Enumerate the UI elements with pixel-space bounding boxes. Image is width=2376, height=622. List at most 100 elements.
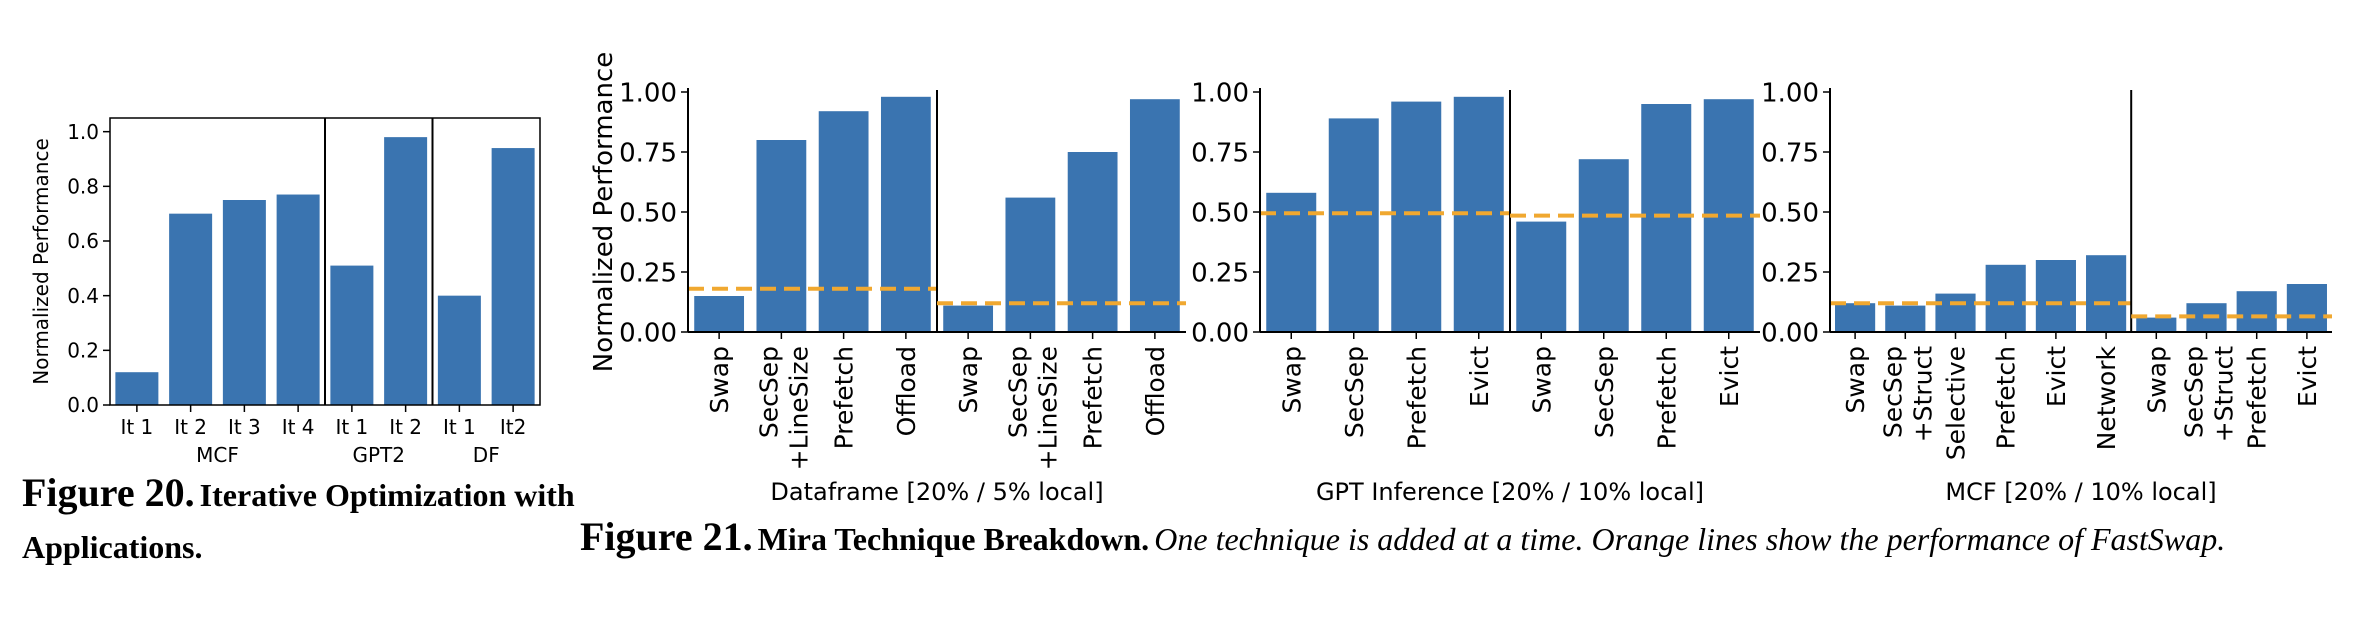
chart-df-category-label: Offload — [892, 346, 921, 436]
chart-mcf-category-line: Evict — [2042, 346, 2071, 407]
chart-mcf-bar — [2286, 284, 2327, 332]
chart-df-category-line: +LineSize — [1033, 346, 1062, 470]
chart-gpt-bar — [1641, 104, 1692, 332]
chart-fig20-category-label: It 2 — [389, 415, 422, 439]
chart-fig20-bar — [330, 265, 374, 405]
chart-df-ytick-label: 0.75 — [619, 138, 677, 168]
chart-mcf-category-label: Evict — [2042, 346, 2071, 407]
chart-df-bar — [943, 305, 994, 332]
chart-df-category-line: Offload — [1141, 346, 1170, 436]
chart-fig20-group-label: GPT2 — [353, 443, 406, 467]
chart-mcf-category-line: Prefetch — [2243, 346, 2272, 449]
chart-mcf-category-line: SecSep — [1878, 346, 1907, 438]
chart-fig20-bar — [222, 200, 266, 405]
chart-mcf-category-line: Network — [2092, 345, 2121, 450]
chart-mcf-ytick-label: 0.00 — [1761, 318, 1819, 348]
chart-mcf-category-label: Selective — [1942, 346, 1971, 460]
chart-mcf-bar — [2136, 317, 2177, 332]
chart-gpt-category-line: SecSep — [1340, 346, 1369, 438]
chart-mcf-category-line: SecSep — [2180, 346, 2209, 438]
chart-df-bar — [1129, 99, 1180, 332]
chart-mcf-ytick-label: 1.00 — [1761, 78, 1819, 108]
chart-gpt-ytick-label: 1.00 — [1191, 78, 1249, 108]
chart-df-ytick-label: 0.50 — [619, 198, 677, 228]
chart-df-category-line: Swap — [705, 346, 734, 414]
chart-fig20-category-label: It 2 — [174, 415, 207, 439]
chart-df-category-label: Swap — [705, 346, 734, 414]
chart-mcf-category-label: Network — [2092, 345, 2121, 450]
chart-fig20-ytick-label: 0.2 — [67, 339, 99, 363]
chart-mcf-category-label: SecSep+Struct — [1878, 346, 1937, 442]
chart-gpt-category-label: Swap — [1527, 346, 1556, 414]
chart-gpt-category-label: Evict — [1465, 346, 1494, 407]
chart-df-category-line: SecSep — [1003, 346, 1032, 438]
chart-df-bar — [694, 296, 745, 332]
chart-mcf-category-line: Evict — [2293, 346, 2322, 407]
figure-21-title: Mira Technique Breakdown. — [757, 521, 1150, 557]
chart-fig20-group-label: DF — [473, 443, 500, 467]
chart-df-xlabel: Dataframe [20% / 5% local] — [770, 478, 1103, 506]
chart-fig20-group-label: MCF — [196, 443, 239, 467]
chart-fig20-category-label: It 1 — [120, 415, 153, 439]
chart-gpt-bar — [1391, 101, 1442, 332]
chart-df-category-line: Prefetch — [1079, 346, 1108, 449]
chart-mcf-category-label: Prefetch — [2243, 346, 2272, 449]
chart-fig20-bar — [384, 137, 428, 405]
chart-mcf-bar — [1835, 303, 1876, 332]
chart-df-category-label: SecSep+LineSize — [754, 346, 813, 470]
chart-gpt-category-label: Evict — [1715, 346, 1744, 407]
chart-fig20-bar — [491, 148, 535, 406]
chart-gpt-category-label: Prefetch — [1402, 346, 1431, 449]
figure-20-caption: Figure 20. Iterative Optimization with A… — [22, 470, 582, 576]
chart-df-category-label: Swap — [954, 346, 983, 414]
chart-gpt-category-line: SecSep — [1590, 346, 1619, 438]
chart-df-category-line: +LineSize — [784, 346, 813, 470]
chart-gpt-category-line: Prefetch — [1402, 346, 1431, 449]
chart-gpt-category-label: SecSep — [1340, 346, 1369, 438]
chart-df-ylabel: Normalized Performance — [589, 52, 619, 372]
chart-mcf-ytick-label: 0.50 — [1761, 198, 1819, 228]
chart-gpt-ytick-label: 0.50 — [1191, 198, 1249, 228]
chart-df-ytick-label: 0.25 — [619, 258, 677, 288]
chart-gpt-bar — [1578, 159, 1629, 332]
chart-fig20-category-label: It 4 — [282, 415, 315, 439]
chart-df-category-line: SecSep — [754, 346, 783, 438]
chart-df-category-label: Offload — [1141, 346, 1170, 436]
chart-fig20-bar — [169, 213, 213, 405]
chart-gpt-category-label: SecSep — [1590, 346, 1619, 438]
chart-fig20-category-label: It 1 — [443, 415, 476, 439]
figure-21-number: Figure 21. — [580, 514, 753, 559]
chart-fig20-ytick-label: 0.8 — [67, 175, 99, 199]
chart-df-ytick-label: 1.00 — [619, 78, 677, 108]
chart-df-bar — [756, 140, 807, 332]
chart-gpt-category-line: Evict — [1465, 346, 1494, 407]
chart-fig20-bar — [437, 295, 481, 405]
chart-gpt-category-line: Prefetch — [1652, 346, 1681, 449]
chart-gpt-category-label: Prefetch — [1652, 346, 1681, 449]
chart-df-category-line: Prefetch — [830, 346, 859, 449]
chart-df-bar — [1005, 197, 1056, 332]
chart-gpt-ytick-label: 0.25 — [1191, 258, 1249, 288]
chart-mcf-category-line: +Struct — [1908, 346, 1937, 442]
chart-mcf-category-label: Swap — [2142, 346, 2171, 414]
chart-mcf-category-line: Selective — [1942, 346, 1971, 460]
chart-fig20-ytick-label: 0.6 — [67, 229, 99, 253]
chart-gpt-bar — [1516, 221, 1567, 332]
chart-gpt-category-line: Swap — [1277, 346, 1306, 414]
chart-mcf-category-label: Prefetch — [1992, 346, 2021, 449]
chart-mcf-bar — [2035, 260, 2076, 332]
chart-df-bar — [818, 111, 869, 332]
chart-fig20-category-label: It 3 — [228, 415, 261, 439]
chart-df-category-label: SecSep+LineSize — [1003, 346, 1062, 470]
chart-mcf-category-label: SecSep+Struct — [2180, 346, 2239, 442]
chart-mcf-ytick-label: 0.25 — [1761, 258, 1819, 288]
chart-df-category-label: Prefetch — [1079, 346, 1108, 449]
chart-df-category-label: Prefetch — [830, 346, 859, 449]
chart-mcf-category-line: Swap — [1841, 346, 1870, 414]
chart-df-ytick-label: 0.00 — [619, 318, 677, 348]
chart-mcf-ytick-label: 0.75 — [1761, 138, 1819, 168]
chart-fig20-category-label: It2 — [500, 415, 526, 439]
chart-gpt-bar — [1266, 192, 1317, 332]
figure-20-title: Iterative Optimization with Applications… — [22, 477, 575, 565]
